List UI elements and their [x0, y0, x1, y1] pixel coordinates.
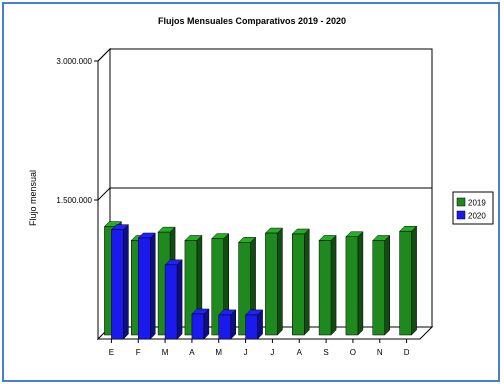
x-tick-label: N — [377, 348, 383, 357]
y-tick-label: 3.000.000 — [56, 57, 92, 66]
bar-front — [138, 237, 151, 340]
bar-front — [218, 314, 231, 340]
bar-side — [304, 228, 310, 336]
bar-2019-11 — [372, 234, 391, 336]
legend: 2019 2020 — [452, 191, 494, 225]
legend-label: 2020 — [468, 212, 486, 221]
bar-side — [330, 234, 337, 336]
bar-side — [150, 232, 156, 340]
bar-front — [164, 264, 178, 340]
bar-series — [103, 220, 418, 340]
x-tick-label: A — [189, 348, 195, 357]
bar-front — [245, 314, 258, 340]
bar-side — [357, 231, 364, 336]
bar-front — [238, 242, 251, 336]
x-tick-label: O — [350, 348, 356, 357]
legend-label: 2019 — [468, 199, 486, 208]
x-tick-label: M — [162, 348, 169, 357]
x-tick-label: D — [404, 348, 410, 357]
legend-swatch — [456, 197, 466, 207]
bar-front — [111, 229, 124, 340]
x-tick-label: J — [244, 348, 248, 357]
bar-2020-4 — [191, 308, 210, 340]
legend-swatch — [456, 210, 466, 220]
bar-side — [176, 259, 183, 340]
x-tick-label: M — [215, 348, 222, 357]
bar-side — [123, 224, 129, 340]
chart-title: Flujos Mensuales Comparativos 2019 - 202… — [158, 16, 346, 26]
bar-side — [384, 234, 390, 336]
bar-2020-6 — [244, 309, 264, 340]
x-tick-label: S — [323, 348, 328, 357]
x-tick-label: J — [270, 348, 274, 357]
bar-front — [211, 238, 224, 336]
bar-front — [292, 233, 305, 336]
bar-2019-12 — [398, 225, 418, 336]
bar-front — [191, 313, 205, 340]
bar-2020-1 — [110, 224, 130, 340]
x-tick-label: F — [136, 348, 141, 357]
bar-side — [411, 225, 417, 336]
y-tick-label: 1.500.000 — [56, 196, 92, 205]
bar-2019-10 — [345, 231, 364, 336]
bar-2020-2 — [137, 232, 156, 340]
y-axis-label: Flujo mensual — [28, 170, 38, 226]
y-axis-ticks: 3.000.000 1.500.000 — [56, 48, 432, 205]
bar-front — [318, 240, 332, 336]
x-tick-label: E — [109, 348, 114, 357]
bar-2019-8 — [291, 228, 310, 336]
bar-2019-6 — [237, 236, 257, 336]
bar-2020-3 — [164, 259, 183, 340]
bar-2019-9 — [318, 234, 337, 336]
bar-front — [184, 240, 198, 336]
x-tick-label: A — [297, 348, 303, 357]
bar-front — [399, 230, 412, 336]
gridline-side — [97, 187, 111, 201]
bar-front — [372, 240, 385, 336]
bar-2020-5 — [218, 309, 237, 340]
bar-front — [345, 236, 359, 336]
gridline-side — [97, 48, 111, 62]
bar-2019-7 — [264, 227, 284, 336]
bar-side — [277, 227, 283, 336]
bar-front — [265, 232, 278, 336]
